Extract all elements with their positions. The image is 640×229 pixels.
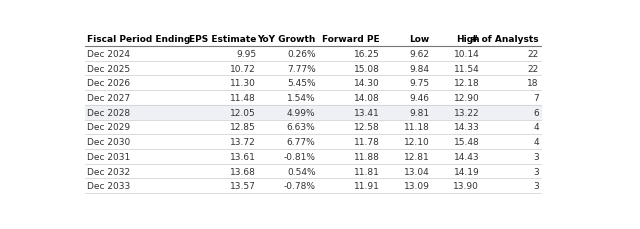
Text: 11.91: 11.91 <box>354 181 380 190</box>
Bar <box>85 47 541 62</box>
Text: 15.08: 15.08 <box>354 64 380 73</box>
Text: 14.30: 14.30 <box>355 79 380 88</box>
Text: Dec 2032: Dec 2032 <box>88 167 131 176</box>
Text: 16.25: 16.25 <box>355 50 380 59</box>
Text: 6: 6 <box>533 108 539 117</box>
Text: 13.41: 13.41 <box>355 108 380 117</box>
Text: 11.30: 11.30 <box>230 79 256 88</box>
Text: 1.54%: 1.54% <box>287 94 316 103</box>
Text: 13.04: 13.04 <box>404 167 429 176</box>
Text: 11.88: 11.88 <box>354 152 380 161</box>
Text: 14.43: 14.43 <box>454 152 479 161</box>
Text: -0.78%: -0.78% <box>284 181 316 190</box>
Text: 12.81: 12.81 <box>404 152 429 161</box>
Text: 13.72: 13.72 <box>230 138 256 147</box>
Text: 11.48: 11.48 <box>230 94 256 103</box>
Text: 13.90: 13.90 <box>453 181 479 190</box>
Text: 14.19: 14.19 <box>454 167 479 176</box>
Text: 5.45%: 5.45% <box>287 79 316 88</box>
Text: 9.46: 9.46 <box>410 94 429 103</box>
Text: 13.09: 13.09 <box>404 181 429 190</box>
Text: 7: 7 <box>533 94 539 103</box>
Text: Fiscal Period Ending: Fiscal Period Ending <box>88 34 191 44</box>
Text: Dec 2030: Dec 2030 <box>88 138 131 147</box>
Text: YoY Growth: YoY Growth <box>257 34 316 44</box>
Text: Low: Low <box>410 34 429 44</box>
Bar <box>85 179 541 193</box>
Text: 9.81: 9.81 <box>410 108 429 117</box>
Text: 9.95: 9.95 <box>236 50 256 59</box>
Text: 6.63%: 6.63% <box>287 123 316 132</box>
Text: 13.22: 13.22 <box>454 108 479 117</box>
Text: # of Analysts: # of Analysts <box>471 34 539 44</box>
Bar <box>85 76 541 91</box>
Text: 12.85: 12.85 <box>230 123 256 132</box>
Text: 3: 3 <box>533 167 539 176</box>
Text: 13.68: 13.68 <box>230 167 256 176</box>
Text: 11.78: 11.78 <box>354 138 380 147</box>
Text: 13.61: 13.61 <box>230 152 256 161</box>
Text: 12.10: 12.10 <box>404 138 429 147</box>
Text: 15.48: 15.48 <box>454 138 479 147</box>
Text: 12.58: 12.58 <box>355 123 380 132</box>
Text: 12.90: 12.90 <box>454 94 479 103</box>
Text: 4.99%: 4.99% <box>287 108 316 117</box>
Text: 9.62: 9.62 <box>410 50 429 59</box>
Text: 3: 3 <box>533 152 539 161</box>
Text: 18: 18 <box>527 79 539 88</box>
Text: Dec 2033: Dec 2033 <box>88 181 131 190</box>
Text: 9.84: 9.84 <box>410 64 429 73</box>
Text: 11.54: 11.54 <box>454 64 479 73</box>
Text: 22: 22 <box>527 64 539 73</box>
Text: 0.26%: 0.26% <box>287 50 316 59</box>
Text: 11.18: 11.18 <box>404 123 429 132</box>
Text: 3: 3 <box>533 181 539 190</box>
Bar <box>85 149 541 164</box>
Text: Forward PE: Forward PE <box>323 34 380 44</box>
Text: Dec 2028: Dec 2028 <box>88 108 131 117</box>
Text: 14.08: 14.08 <box>355 94 380 103</box>
Bar <box>85 164 541 179</box>
Text: Dec 2029: Dec 2029 <box>88 123 131 132</box>
Text: 22: 22 <box>527 50 539 59</box>
Text: 10.14: 10.14 <box>454 50 479 59</box>
Text: High: High <box>456 34 479 44</box>
Text: 12.05: 12.05 <box>230 108 256 117</box>
Text: 7.77%: 7.77% <box>287 64 316 73</box>
Text: Dec 2031: Dec 2031 <box>88 152 131 161</box>
Text: 4: 4 <box>533 123 539 132</box>
Bar <box>85 120 541 135</box>
Text: 6.77%: 6.77% <box>287 138 316 147</box>
Text: 0.54%: 0.54% <box>287 167 316 176</box>
Bar <box>85 135 541 149</box>
Text: EPS Estimate: EPS Estimate <box>189 34 256 44</box>
Bar <box>85 105 541 120</box>
Text: 13.57: 13.57 <box>230 181 256 190</box>
Bar <box>85 62 541 76</box>
Text: 10.72: 10.72 <box>230 64 256 73</box>
Bar <box>85 31 541 47</box>
Text: -0.81%: -0.81% <box>284 152 316 161</box>
Text: 11.81: 11.81 <box>354 167 380 176</box>
Text: 14.33: 14.33 <box>454 123 479 132</box>
Text: 12.18: 12.18 <box>454 79 479 88</box>
Text: Dec 2025: Dec 2025 <box>88 64 131 73</box>
Bar <box>85 91 541 105</box>
Text: 9.75: 9.75 <box>410 79 429 88</box>
Text: 4: 4 <box>533 138 539 147</box>
Text: Dec 2026: Dec 2026 <box>88 79 131 88</box>
Text: Dec 2024: Dec 2024 <box>88 50 131 59</box>
Text: Dec 2027: Dec 2027 <box>88 94 131 103</box>
